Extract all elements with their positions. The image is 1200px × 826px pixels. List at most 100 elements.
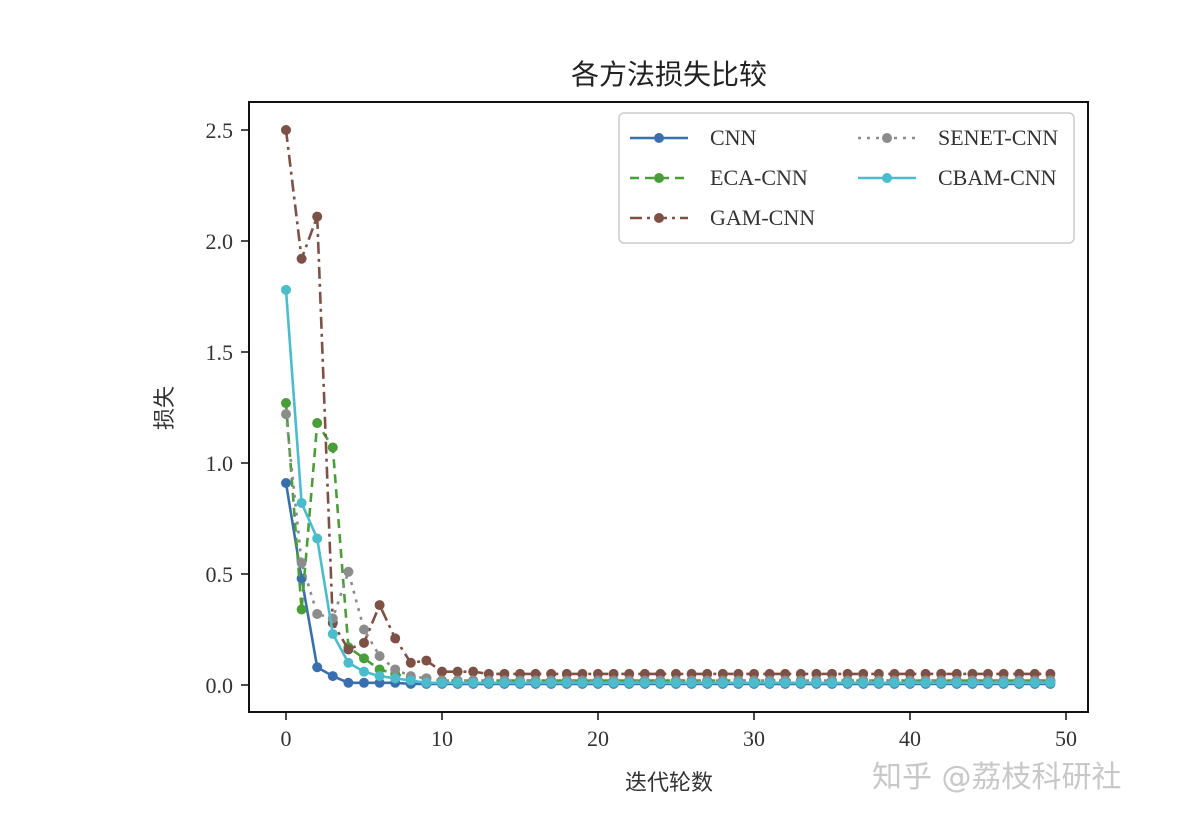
data-point — [343, 566, 354, 577]
legend-label: CBAM-CNN — [938, 165, 1057, 190]
data-point — [390, 633, 401, 644]
data-point — [281, 125, 291, 135]
y-axis-label: 损失 — [153, 386, 178, 430]
legend-box — [618, 112, 1075, 244]
data-point — [281, 398, 291, 409]
data-point — [951, 677, 962, 688]
data-point — [827, 677, 837, 688]
y-tick-label: 1.0 — [206, 451, 234, 476]
data-point — [281, 284, 291, 295]
data-point — [1045, 677, 1056, 688]
data-point — [655, 677, 666, 688]
legend-item-senet-cnn: SENET-CNN — [858, 125, 1058, 150]
y-tick-label: 2.0 — [206, 229, 234, 254]
data-point — [780, 677, 791, 688]
legend-item-gam-cnn: GAM-CNN — [630, 205, 815, 230]
series-senet-cnn — [281, 409, 1056, 686]
x-tick-label: 20 — [587, 726, 609, 751]
legend-label: CNN — [710, 125, 757, 150]
data-point — [546, 677, 557, 688]
data-point — [686, 677, 697, 688]
y-tick-label: 2.5 — [206, 118, 234, 143]
data-point — [608, 677, 619, 688]
y-tick-label: 0.0 — [206, 673, 234, 698]
data-point — [374, 651, 385, 662]
data-point — [639, 677, 650, 688]
data-point — [374, 600, 385, 611]
y-tick-label: 0.5 — [206, 562, 234, 587]
legend-label: ECA-CNN — [710, 165, 808, 190]
data-point — [905, 677, 915, 688]
data-point — [296, 497, 307, 508]
data-point — [515, 677, 525, 688]
data-point — [967, 677, 978, 688]
data-point — [327, 628, 338, 639]
legend-label: SENET-CNN — [938, 125, 1058, 150]
data-point — [281, 477, 291, 488]
data-point — [764, 677, 775, 688]
data-point — [405, 675, 416, 686]
legend-label: GAM-CNN — [710, 205, 815, 230]
data-point — [624, 677, 635, 688]
data-point — [483, 677, 494, 688]
plot-frame — [248, 101, 1089, 713]
data-point — [296, 253, 307, 264]
data-point — [437, 677, 447, 688]
data-point — [452, 666, 463, 677]
data-point — [717, 677, 728, 688]
data-point — [327, 671, 338, 682]
data-point — [920, 677, 931, 688]
data-point — [312, 662, 323, 673]
data-point — [983, 677, 993, 688]
data-point — [281, 409, 291, 420]
data-point — [468, 666, 479, 677]
data-point — [359, 666, 369, 677]
series-cbam-cnn — [281, 284, 1056, 688]
chart-title: 各方法损失比较 — [571, 58, 767, 91]
legend-item-eca-cnn: ECA-CNN — [630, 165, 808, 190]
data-point — [593, 677, 603, 688]
data-point — [468, 677, 479, 688]
x-tick-label: 50 — [1055, 726, 1077, 751]
data-point — [561, 677, 572, 688]
data-point — [296, 604, 307, 615]
data-point — [1029, 677, 1040, 688]
data-point — [795, 677, 806, 688]
x-axis-label: 迭代轮数 — [625, 771, 713, 796]
data-point — [421, 655, 432, 666]
data-point — [452, 677, 463, 688]
data-point — [873, 677, 884, 688]
data-point — [671, 677, 681, 688]
data-point — [312, 608, 323, 619]
data-point — [437, 666, 447, 677]
data-point — [312, 211, 323, 222]
y-tick-label: 1.5 — [206, 340, 234, 365]
data-point — [936, 677, 947, 688]
legend: CNN ECA-CNN GAM-CNN SENET-CNN CBAM-CNN — [618, 112, 1075, 244]
x-tick-label: 40 — [899, 726, 921, 751]
data-point — [374, 671, 385, 682]
data-point — [530, 677, 541, 688]
data-point — [702, 677, 713, 688]
data-point — [733, 677, 744, 688]
legend-item-cbam-cnn: CBAM-CNN — [858, 165, 1057, 190]
data-point — [889, 677, 900, 688]
data-point — [390, 664, 401, 675]
data-point — [359, 677, 369, 688]
data-point — [312, 533, 323, 544]
data-point — [390, 673, 401, 684]
data-point — [749, 677, 759, 688]
data-point — [1014, 677, 1025, 688]
data-point — [343, 677, 354, 688]
series-cnn — [281, 477, 1056, 689]
watermark: 知乎 @荔枝科研社 — [872, 760, 1122, 795]
data-point — [343, 644, 354, 655]
data-point — [296, 557, 307, 568]
data-point — [499, 677, 510, 688]
y-axis-ticks: 0.0 0.5 1.0 1.5 2.0 2.5 — [206, 118, 249, 698]
data-point — [359, 624, 369, 635]
x-tick-label: 30 — [743, 726, 765, 751]
data-point — [577, 677, 588, 688]
legend-item-cnn: CNN — [630, 125, 757, 150]
x-tick-label: 0 — [281, 726, 292, 751]
